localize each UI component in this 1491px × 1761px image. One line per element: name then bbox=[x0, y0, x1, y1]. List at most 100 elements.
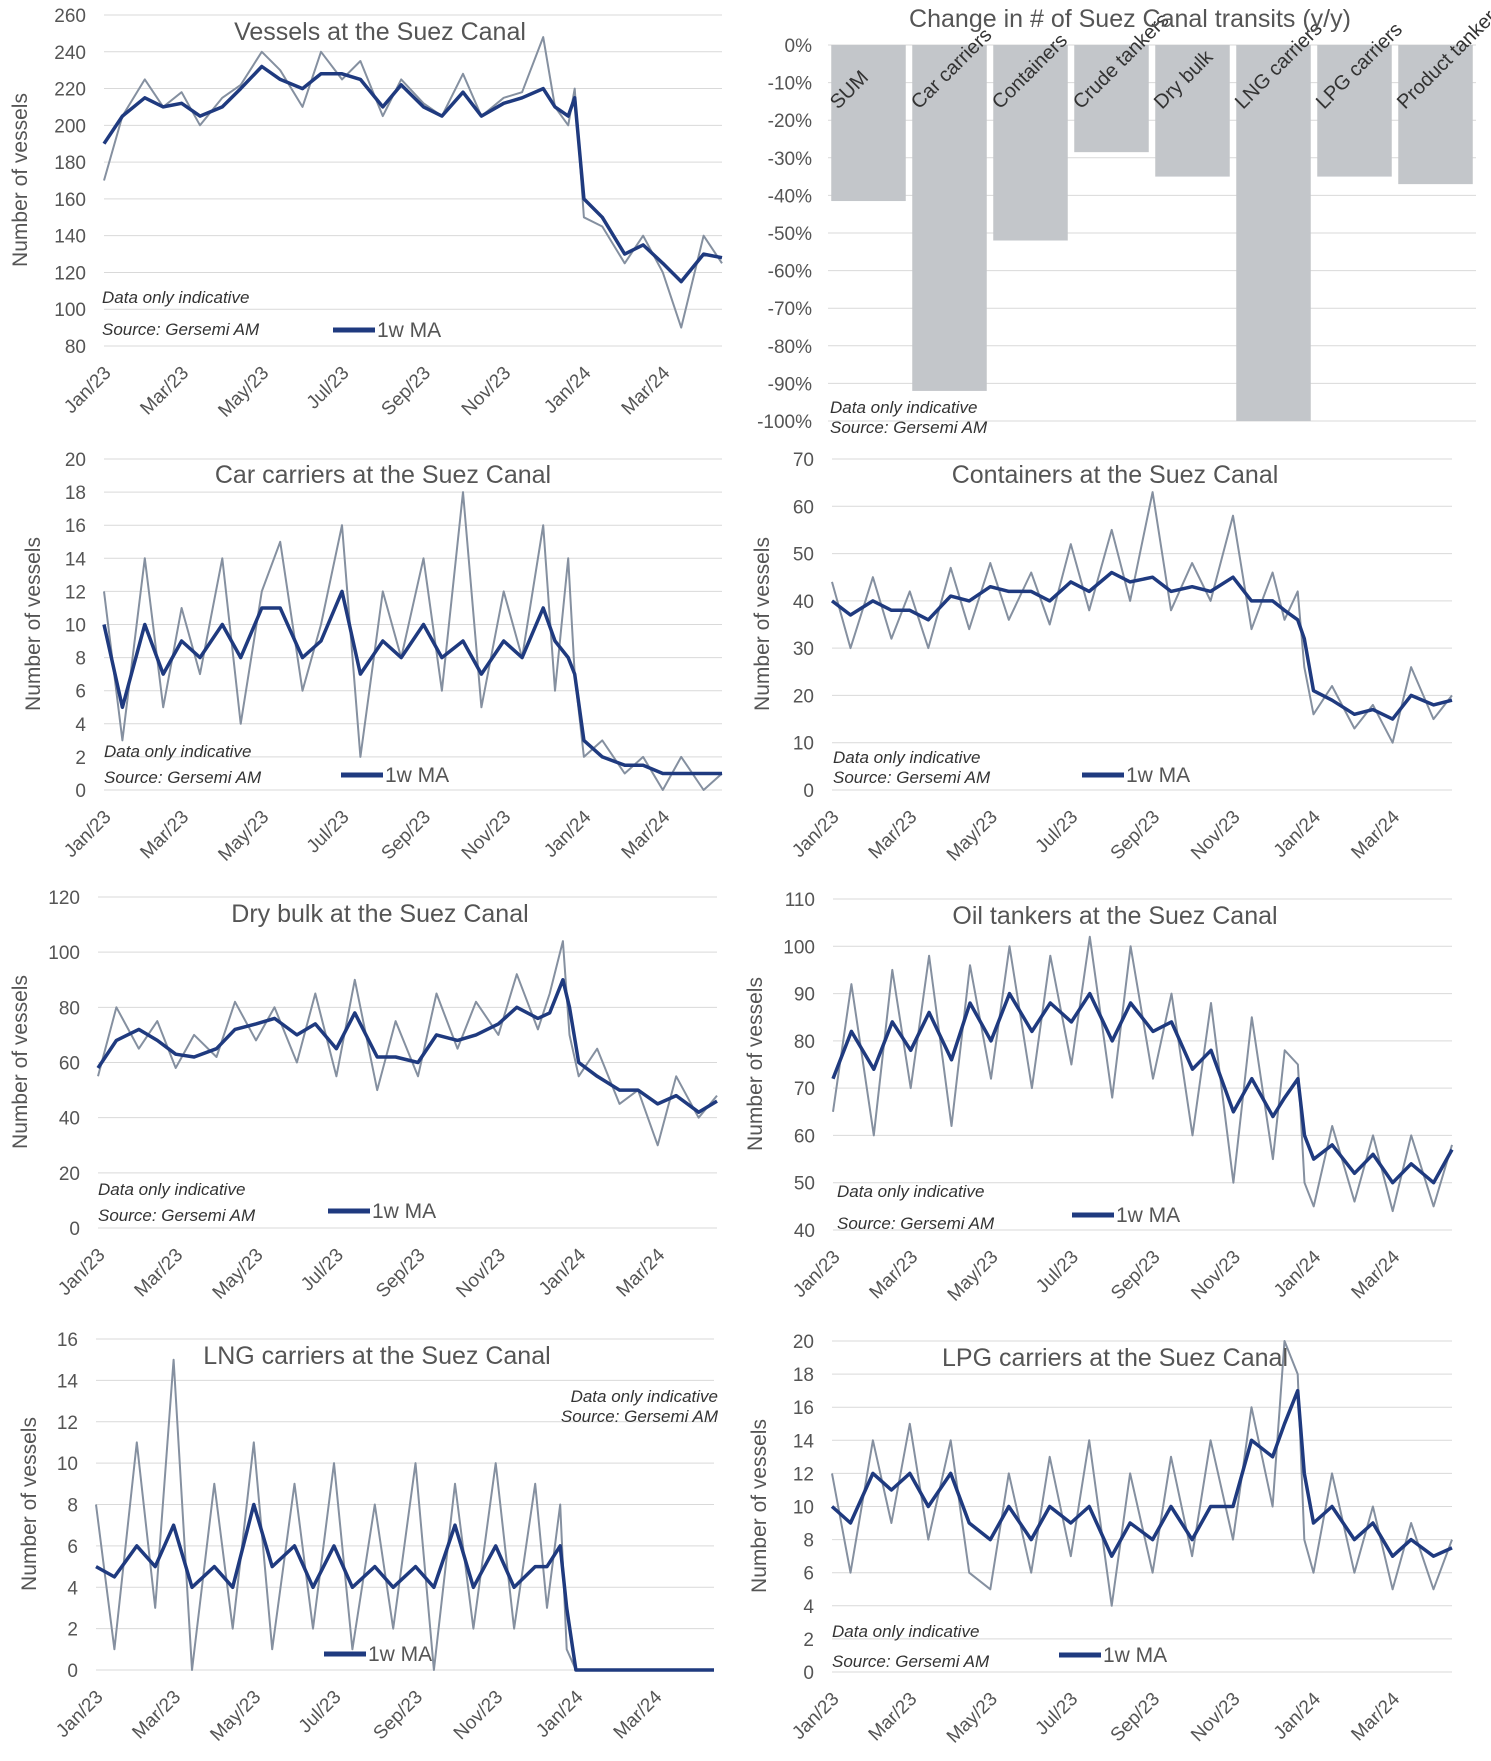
y-tick-label: 8 bbox=[803, 1531, 814, 1552]
x-tick-label: Mar/24 bbox=[618, 362, 675, 419]
x-tick-label: May/23 bbox=[206, 1687, 265, 1746]
legend-label: 1w MA bbox=[1116, 1204, 1180, 1227]
chart-title: Vessels at the Suez Canal bbox=[234, 18, 526, 46]
y-tick-label: 12 bbox=[793, 1464, 814, 1485]
y-tick-label: 0 bbox=[75, 781, 86, 802]
y-tick-label: 80 bbox=[794, 1032, 815, 1053]
x-tick-label: Jul/23 bbox=[1032, 1247, 1083, 1298]
y-tick-label: 40 bbox=[59, 1109, 80, 1130]
y-tick-label: 14 bbox=[57, 1371, 79, 1392]
x-tick-label: May/23 bbox=[944, 1247, 1003, 1306]
data-note: Data only indicative bbox=[98, 1180, 245, 1199]
legend-label: 1w MA bbox=[385, 764, 449, 787]
y-tick-label: -100% bbox=[757, 412, 812, 433]
y-tick-label: 10 bbox=[65, 616, 86, 637]
y-axis-label: Number of vessels bbox=[9, 93, 32, 267]
series-line-1w-ma bbox=[96, 978, 718, 1114]
y-tick-label: -70% bbox=[768, 299, 812, 320]
legend-label: 1w MA bbox=[368, 1643, 432, 1666]
x-tick-label: Mar/24 bbox=[1348, 1688, 1405, 1745]
x-tick-label: Jan/23 bbox=[60, 807, 115, 862]
y-tick-label: 100 bbox=[54, 300, 86, 321]
y-tick-label: 260 bbox=[54, 6, 86, 27]
y-tick-label: 0% bbox=[785, 36, 813, 57]
x-tick-label: Mar/23 bbox=[128, 1687, 185, 1744]
x-tick-label: Sep/23 bbox=[370, 1687, 427, 1744]
y-tick-label: 0 bbox=[69, 1219, 80, 1240]
x-tick-label: Jan/23 bbox=[52, 1687, 107, 1742]
x-tick-label: Sep/23 bbox=[1107, 1689, 1164, 1746]
y-tick-label: -30% bbox=[768, 149, 812, 170]
legend-label: 1w MA bbox=[1126, 764, 1190, 787]
bar bbox=[831, 45, 906, 202]
y-tick-label: -90% bbox=[768, 374, 812, 395]
chart-car: 0 2 4 6 8 10 12 14 16 18 20 Jan/23 Mar/23 May/23 Jul/2… bbox=[22, 450, 723, 866]
y-tick-label: 20 bbox=[59, 1164, 80, 1185]
y-tick-label: 30 bbox=[793, 639, 814, 660]
y-tick-label: 10 bbox=[57, 1454, 78, 1475]
source-note: Source: Gersemi AM bbox=[830, 418, 988, 437]
data-note: Data only indicative bbox=[104, 742, 251, 761]
bar bbox=[993, 45, 1068, 241]
y-tick-label: 100 bbox=[48, 943, 80, 964]
x-tick-label: Mar/23 bbox=[136, 807, 193, 864]
x-tick-label: Sep/23 bbox=[372, 1245, 429, 1302]
chart-vessels: 80 100 120 140 160 180 200 220 240 260 Jan/23 Mar/2… bbox=[9, 6, 723, 422]
series-line-1w-ma bbox=[102, 64, 723, 284]
y-tick-label: 60 bbox=[793, 497, 814, 518]
y-axis-label: Number of vessels bbox=[744, 977, 767, 1151]
y-tick-label: 10 bbox=[793, 1498, 814, 1519]
chart-title: LNG carriers at the Suez Canal bbox=[203, 1342, 550, 1370]
y-tick-label: 6 bbox=[75, 682, 86, 703]
y-tick-label: 70 bbox=[793, 450, 814, 471]
y-tick-label: 0 bbox=[803, 781, 814, 802]
chart-title: Car carriers at the Suez Canal bbox=[215, 461, 551, 489]
y-tick-label: -10% bbox=[768, 74, 812, 95]
y-tick-label: 2 bbox=[803, 1630, 814, 1651]
series-line-daily bbox=[97, 940, 718, 1147]
x-tick-label: Jan/23 bbox=[54, 1245, 109, 1300]
y-tick-label: -20% bbox=[768, 111, 812, 132]
data-note: Data only indicative bbox=[832, 1622, 979, 1641]
chart-oil: 40 50 60 70 80 90 100 110 Jan/23 Mar/23 May/23 Jul/… bbox=[744, 890, 1454, 1306]
y-tick-label: -50% bbox=[768, 224, 812, 245]
source-note: Source: Gersemi AM bbox=[832, 1652, 990, 1671]
x-tick-label: May/23 bbox=[943, 1689, 1002, 1748]
y-tick-label: 50 bbox=[794, 1174, 815, 1195]
y-tick-label: 180 bbox=[54, 153, 86, 174]
x-tick-label: Mar/23 bbox=[865, 807, 922, 864]
x-tick-label: May/23 bbox=[209, 1245, 268, 1304]
data-note: Data only indicative bbox=[102, 288, 249, 307]
x-tick-label: Nov/23 bbox=[458, 363, 515, 420]
x-tick-label: Jan/23 bbox=[60, 363, 115, 418]
y-tick-label: 100 bbox=[783, 937, 815, 958]
x-tick-label: Jan/24 bbox=[532, 1686, 587, 1741]
y-tick-label: 140 bbox=[54, 227, 86, 248]
y-tick-label: 12 bbox=[57, 1413, 78, 1434]
y-tick-label: -80% bbox=[768, 337, 812, 358]
y-tick-label: 10 bbox=[793, 734, 814, 755]
chart-lng: 0 2 4 6 8 10 12 14 16 Jan/23 Mar/23 May/23 Jul/23 Sep… bbox=[18, 1330, 719, 1746]
x-tick-label: Mar/24 bbox=[610, 1686, 667, 1743]
x-tick-label: Nov/23 bbox=[1187, 807, 1244, 864]
y-tick-label: 18 bbox=[793, 1365, 814, 1386]
bar bbox=[1155, 45, 1230, 177]
y-tick-label: 0 bbox=[67, 1661, 78, 1682]
series-line-1w-ma bbox=[830, 1388, 1453, 1558]
y-tick-label: 160 bbox=[54, 190, 86, 211]
y-tick-label: 20 bbox=[65, 450, 86, 471]
y-tick-label: 4 bbox=[803, 1597, 814, 1618]
y-tick-label: 80 bbox=[65, 337, 86, 358]
legend-label: 1w MA bbox=[1103, 1644, 1167, 1667]
chart-title: Change in # of Suez Canal transits (y/y) bbox=[909, 5, 1351, 33]
y-tick-label: -40% bbox=[768, 186, 812, 207]
y-tick-label: 16 bbox=[793, 1398, 814, 1419]
y-tick-label: 40 bbox=[793, 592, 814, 613]
x-tick-label: May/23 bbox=[214, 807, 273, 866]
y-axis-label: Number of vessels bbox=[751, 537, 774, 711]
y-tick-label: 240 bbox=[54, 43, 86, 64]
y-tick-label: 20 bbox=[793, 1332, 814, 1353]
y-tick-label: 60 bbox=[794, 1126, 815, 1147]
series-line-1w-ma bbox=[830, 570, 1453, 721]
